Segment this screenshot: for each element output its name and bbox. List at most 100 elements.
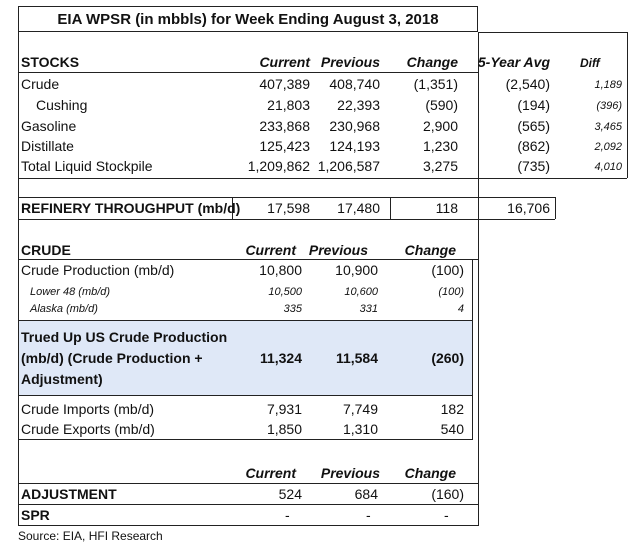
stock-row-5yr-avg: (194) (517, 97, 550, 113)
adjustment-label: ADJUSTMENT (21, 486, 117, 502)
refinery-rule-top (18, 197, 555, 198)
trued-up-change: (260) (431, 350, 464, 366)
trued-up-rule-bottom (18, 395, 473, 396)
crude-header-rule (18, 259, 478, 260)
table-bottom-rule (18, 525, 479, 526)
stock-row-diff: 3,465 (594, 121, 622, 133)
stock-row-label: Total Liquid Stockpile (21, 158, 153, 174)
trued-up-current: 11,324 (259, 350, 302, 366)
alaska-change: 4 (457, 303, 464, 315)
stock-row-current: 21,803 (267, 97, 310, 113)
stock-row-current: 407,389 (259, 76, 310, 92)
stocks-header-5yr-avg: 5-Year Avg (477, 54, 550, 70)
adjustment-header-current: Current (245, 465, 296, 481)
crude-exports-label: Crude Exports (mb/d) (21, 421, 155, 437)
spr-change: - (444, 507, 449, 523)
lower48-current: 10,500 (268, 286, 302, 298)
stock-row-change: (1,351) (413, 76, 458, 92)
stock-row-current: 233,868 (259, 118, 310, 134)
stocks-header-current: Current (259, 54, 310, 70)
report-title: EIA WPSR (in mbbls) for Week Ending Augu… (18, 6, 478, 32)
adjustment-current: 524 (278, 486, 302, 502)
crude-imports-current: 7,931 (266, 401, 302, 417)
lower48-change: (100) (438, 286, 464, 298)
stock-row-change: 3,275 (422, 158, 458, 174)
stock-row-5yr-avg: (2,540) (505, 76, 550, 92)
spr-current: - (285, 507, 290, 523)
adjustment-previous: 684 (354, 486, 378, 502)
trued-up-label-line1: Trued Up US Crude Production (21, 329, 228, 345)
spr-rule (18, 504, 478, 505)
diff-box-right (627, 32, 628, 178)
lower48-label: Lower 48 (mb/d) (30, 286, 111, 298)
refinery-current: 17,598 (267, 200, 310, 216)
spr-previous: - (366, 507, 371, 523)
stock-row-previous: 22,393 (337, 97, 380, 113)
crude-production-change: (100) (431, 262, 464, 278)
trued-up-label-line2: (mb/d) (Crude Production + (21, 350, 203, 366)
adjustment-header-previous: Previous (320, 465, 380, 481)
stock-row-current: 125,423 (259, 138, 310, 154)
alaska-current: 335 (283, 303, 302, 315)
stock-row-diff: 4,010 (594, 161, 622, 173)
trued-up-rule-top (18, 320, 473, 321)
stock-row-diff: 1,189 (594, 79, 622, 91)
stock-row-5yr-avg: (565) (517, 118, 550, 134)
refinery-divider-2 (390, 197, 391, 219)
frame-right (478, 32, 479, 526)
crude-production-current: 10,800 (259, 262, 302, 278)
stock-row-change: 2,900 (422, 118, 458, 134)
stocks-header-change: Change (406, 54, 458, 70)
stock-row-change: 1,230 (422, 138, 458, 154)
crude-header-change: Change (404, 242, 456, 258)
spr-label: SPR (21, 507, 50, 523)
stocks-header-diff: Diff (580, 56, 600, 70)
alaska-label: Alaska (mb/d) (30, 303, 98, 315)
stock-row-5yr-avg: (735) (517, 158, 550, 174)
crude-exports-change: 540 (440, 421, 464, 437)
stock-row-previous: 1,206,587 (317, 158, 380, 174)
stock-row-label: Distillate (21, 138, 74, 154)
stock-row-diff: 2,092 (594, 141, 622, 153)
refinery-rule-bottom (18, 219, 555, 220)
crude-production-label: Crude Production (mb/d) (21, 262, 175, 278)
adjustment-change: (160) (431, 486, 464, 502)
crude-box-right (472, 259, 473, 439)
alaska-previous: 331 (359, 303, 378, 315)
stocks-bottom-rule (18, 178, 478, 179)
stock-row-5yr-avg: (862) (517, 138, 550, 154)
refinery-label: REFINERY THROUGHPUT (mb/d) (21, 200, 241, 216)
refinery-5yr-avg: 16,706 (507, 200, 550, 216)
stock-row-previous: 408,740 (329, 76, 380, 92)
adjustment-header-rule (18, 483, 478, 484)
crude-imports-previous: 7,749 (342, 401, 378, 417)
crude-header-label: CRUDE (21, 242, 71, 258)
stock-row-change: (590) (425, 97, 458, 113)
source-note: Source: EIA, HFI Research (18, 529, 163, 543)
crude-production-previous: 10,900 (335, 262, 378, 278)
stock-row-diff: (396) (596, 100, 622, 112)
lower48-previous: 10,600 (344, 286, 378, 298)
diff-box-bottom (478, 178, 627, 179)
stock-row-label: Cushing (36, 97, 88, 113)
stock-row-current: 1,209,862 (247, 158, 310, 174)
crude-header-current: Current (245, 242, 296, 258)
frame-left (18, 32, 19, 526)
crude-exports-current: 1,850 (266, 421, 302, 437)
trued-up-previous: 11,584 (335, 350, 378, 366)
diff-box-top (478, 32, 627, 33)
crude-imports-change: 182 (440, 401, 464, 417)
stock-row-label: Crude (21, 76, 60, 92)
refinery-divider-1 (232, 197, 233, 219)
stocks-header-rule (18, 72, 478, 73)
stocks-header-label: STOCKS (21, 54, 80, 70)
refinery-change: 118 (435, 200, 458, 216)
refinery-previous: 17,480 (337, 200, 380, 216)
crude-bottom-rule (18, 439, 473, 440)
crude-header-previous: Previous (308, 242, 368, 258)
trued-up-label-line3: Adjustment) (21, 371, 103, 387)
trued-up-highlight (19, 320, 472, 395)
stock-row-label: Gasoline (21, 118, 77, 134)
stock-row-previous: 230,968 (329, 118, 380, 134)
stocks-header-previous: Previous (320, 54, 380, 70)
